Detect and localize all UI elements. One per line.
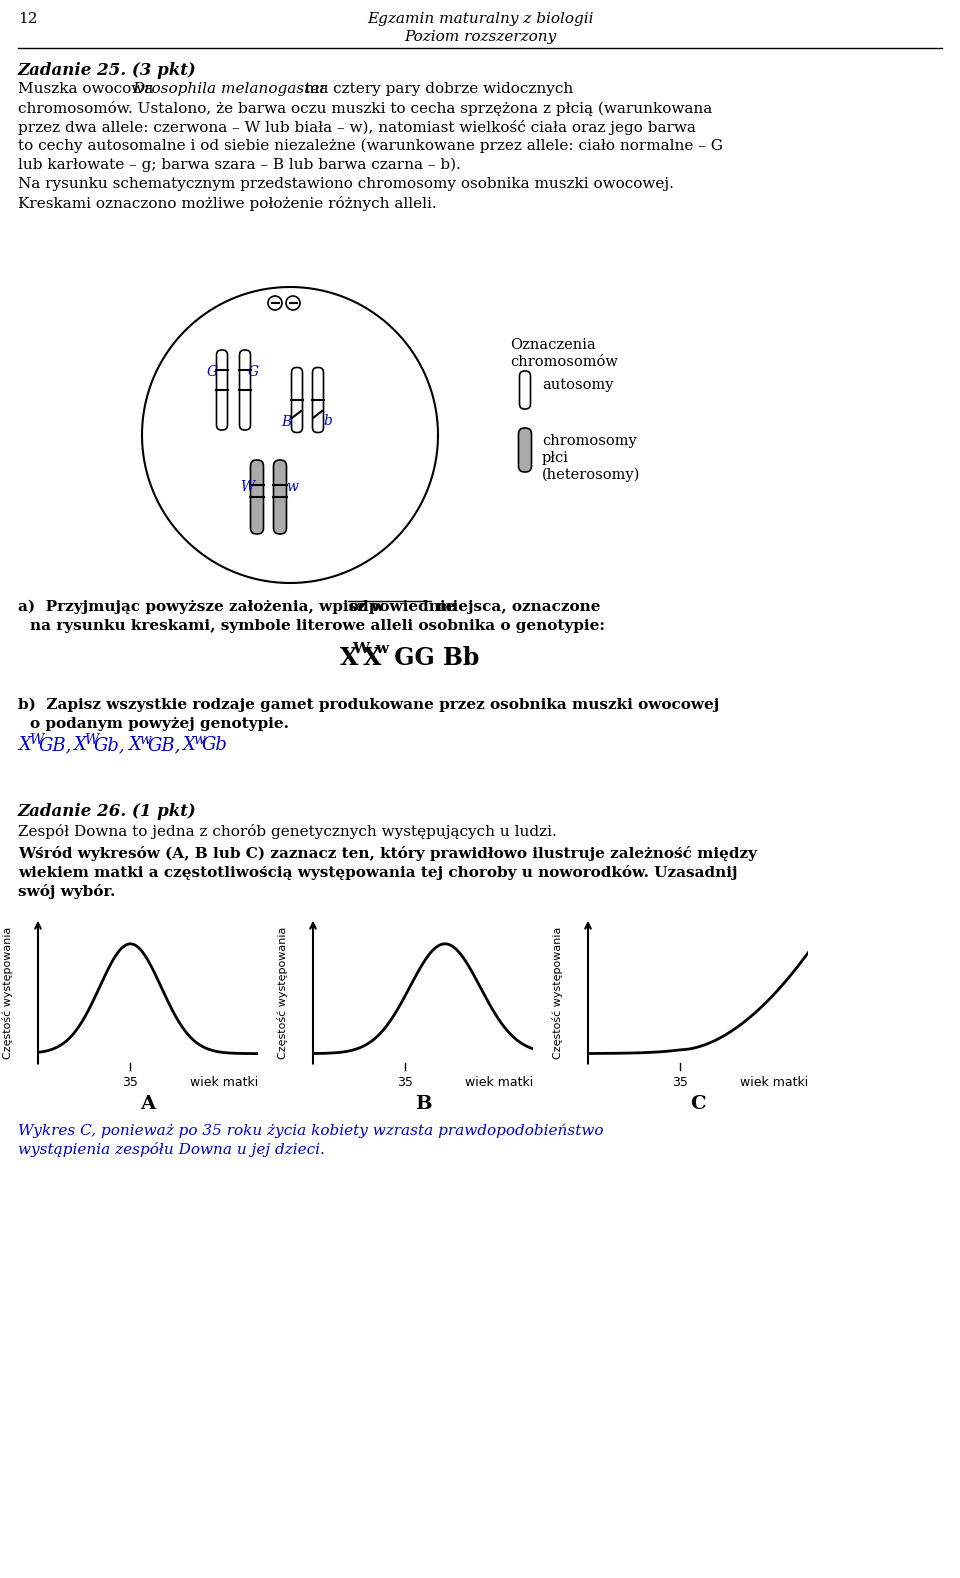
- Text: GB,: GB,: [39, 735, 72, 754]
- Text: chromosomów. Ustalono, że barwa oczu muszki to cecha sprzężona z płcią (warunkow: chromosomów. Ustalono, że barwa oczu mus…: [18, 101, 712, 117]
- Text: wystąpienia zespółu Downa u jej dzieci.: wystąpienia zespółu Downa u jej dzieci.: [18, 1142, 324, 1157]
- FancyBboxPatch shape: [292, 368, 302, 432]
- Text: na rysunku kreskami, symbole literowe alleli osobnika o genotypie:: na rysunku kreskami, symbole literowe al…: [30, 619, 605, 633]
- Text: X: X: [18, 735, 31, 754]
- Text: X: X: [73, 735, 85, 754]
- Text: chromosomy: chromosomy: [542, 434, 636, 448]
- FancyBboxPatch shape: [217, 350, 228, 429]
- Text: w: w: [286, 480, 298, 494]
- Text: B: B: [281, 415, 291, 429]
- Text: wiekiem matki a częstotliwością występowania tej choroby u noworodków. Uzasadnij: wiekiem matki a częstotliwością występow…: [18, 865, 737, 881]
- Text: B: B: [415, 1095, 431, 1112]
- FancyBboxPatch shape: [519, 371, 531, 409]
- Text: 12: 12: [18, 13, 37, 25]
- Text: GG Bb: GG Bb: [386, 645, 479, 671]
- Text: X: X: [340, 645, 358, 671]
- Text: Gb: Gb: [202, 735, 228, 754]
- FancyBboxPatch shape: [518, 428, 532, 472]
- Text: Częstość występowania: Częstość występowania: [552, 926, 563, 1059]
- Text: autosomy: autosomy: [542, 379, 613, 391]
- Text: Zespół Downa to jedna z chorób genetycznych występujących u ludzi.: Zespół Downa to jedna z chorób genetyczn…: [18, 824, 557, 839]
- Text: płci: płci: [542, 451, 569, 466]
- Text: A: A: [140, 1095, 156, 1112]
- Text: 35: 35: [672, 1076, 688, 1089]
- Text: 35: 35: [123, 1076, 138, 1089]
- Text: Egzamin maturalny z biologii: Egzamin maturalny z biologii: [367, 13, 593, 25]
- Text: W: W: [29, 734, 43, 746]
- Text: Wśród wykresów (A, B lub C) zaznacz ten, który prawidłowo ilustruje zależność mi: Wśród wykresów (A, B lub C) zaznacz ten,…: [18, 846, 757, 862]
- Text: Częstość występowania: Częstość występowania: [2, 926, 12, 1059]
- Text: a)  Przyjmując powyższe założenia, wpisz w: a) Przyjmując powyższe założenia, wpisz …: [18, 600, 390, 614]
- Text: Częstość występowania: Częstość występowania: [276, 926, 288, 1059]
- Text: W: W: [240, 480, 254, 494]
- Text: Zadanie 26. (1 pkt): Zadanie 26. (1 pkt): [18, 803, 197, 821]
- Text: G: G: [207, 365, 218, 379]
- Text: Muszka owocowa: Muszka owocowa: [18, 82, 158, 96]
- Text: Gb,: Gb,: [94, 735, 126, 754]
- Text: odpowiednie: odpowiednie: [348, 600, 455, 614]
- Text: (heterosomy): (heterosomy): [542, 469, 640, 483]
- Text: X: X: [363, 645, 381, 671]
- Text: miejsca, oznaczone: miejsca, oznaczone: [431, 600, 601, 614]
- Text: Kreskami oznaczono możliwe położenie różnych alleli.: Kreskami oznaczono możliwe położenie róż…: [18, 196, 437, 211]
- Text: b: b: [323, 413, 332, 428]
- Text: to cechy autosomalne i od siebie niezależne (warunkowane przez allele: ciało nor: to cechy autosomalne i od siebie niezale…: [18, 139, 723, 153]
- Text: w: w: [139, 734, 151, 746]
- Text: wiek matki: wiek matki: [190, 1076, 258, 1089]
- Text: wiek matki: wiek matki: [465, 1076, 533, 1089]
- FancyBboxPatch shape: [274, 461, 286, 533]
- Text: b)  Zapisz wszystkie rodzaje gamet produkowane przez osobnika muszki owocowej: b) Zapisz wszystkie rodzaje gamet produk…: [18, 697, 719, 712]
- Text: Drosophila melanogaster: Drosophila melanogaster: [132, 82, 326, 96]
- Text: W: W: [352, 642, 370, 656]
- Text: w: w: [375, 642, 388, 656]
- Text: lub karłowate – g; barwa szara – B lub barwa czarna – b).: lub karłowate – g; barwa szara – B lub b…: [18, 158, 461, 172]
- Circle shape: [268, 297, 282, 309]
- Text: X: X: [128, 735, 141, 754]
- Text: Oznaczenia: Oznaczenia: [510, 338, 596, 352]
- FancyBboxPatch shape: [239, 350, 251, 429]
- Circle shape: [286, 297, 300, 309]
- Text: 35: 35: [397, 1076, 414, 1089]
- Text: C: C: [690, 1095, 706, 1112]
- Text: ma cztery pary dobrze widocznych: ma cztery pary dobrze widocznych: [300, 82, 573, 96]
- FancyBboxPatch shape: [313, 368, 324, 432]
- Text: G: G: [248, 365, 259, 379]
- Text: Wykres C, ponieważ po 35 roku życia kobiety wzrasta prawdopodobieństwo: Wykres C, ponieważ po 35 roku życia kobi…: [18, 1124, 604, 1138]
- Text: chromosomów: chromosomów: [510, 355, 618, 369]
- Text: Zadanie 25. (3 pkt): Zadanie 25. (3 pkt): [18, 62, 197, 79]
- Text: swój wybór.: swój wybór.: [18, 884, 115, 899]
- Text: Na rysunku schematycznym przedstawiono chromosomy osobnika muszki owocowej.: Na rysunku schematycznym przedstawiono c…: [18, 177, 674, 191]
- Text: w: w: [193, 734, 204, 746]
- Text: GB,: GB,: [148, 735, 181, 754]
- Text: X: X: [182, 735, 195, 754]
- Text: wiek matki: wiek matki: [740, 1076, 808, 1089]
- FancyBboxPatch shape: [251, 461, 263, 533]
- Text: Poziom rozszerzony: Poziom rozszerzony: [404, 30, 556, 44]
- Text: przez dwa allele: czerwona – W lub biała – w), natomiast wielkość ciała oraz jeg: przez dwa allele: czerwona – W lub biała…: [18, 120, 696, 136]
- Text: o podanym powyżej genotypie.: o podanym powyżej genotypie.: [30, 716, 289, 731]
- Text: W: W: [84, 734, 98, 746]
